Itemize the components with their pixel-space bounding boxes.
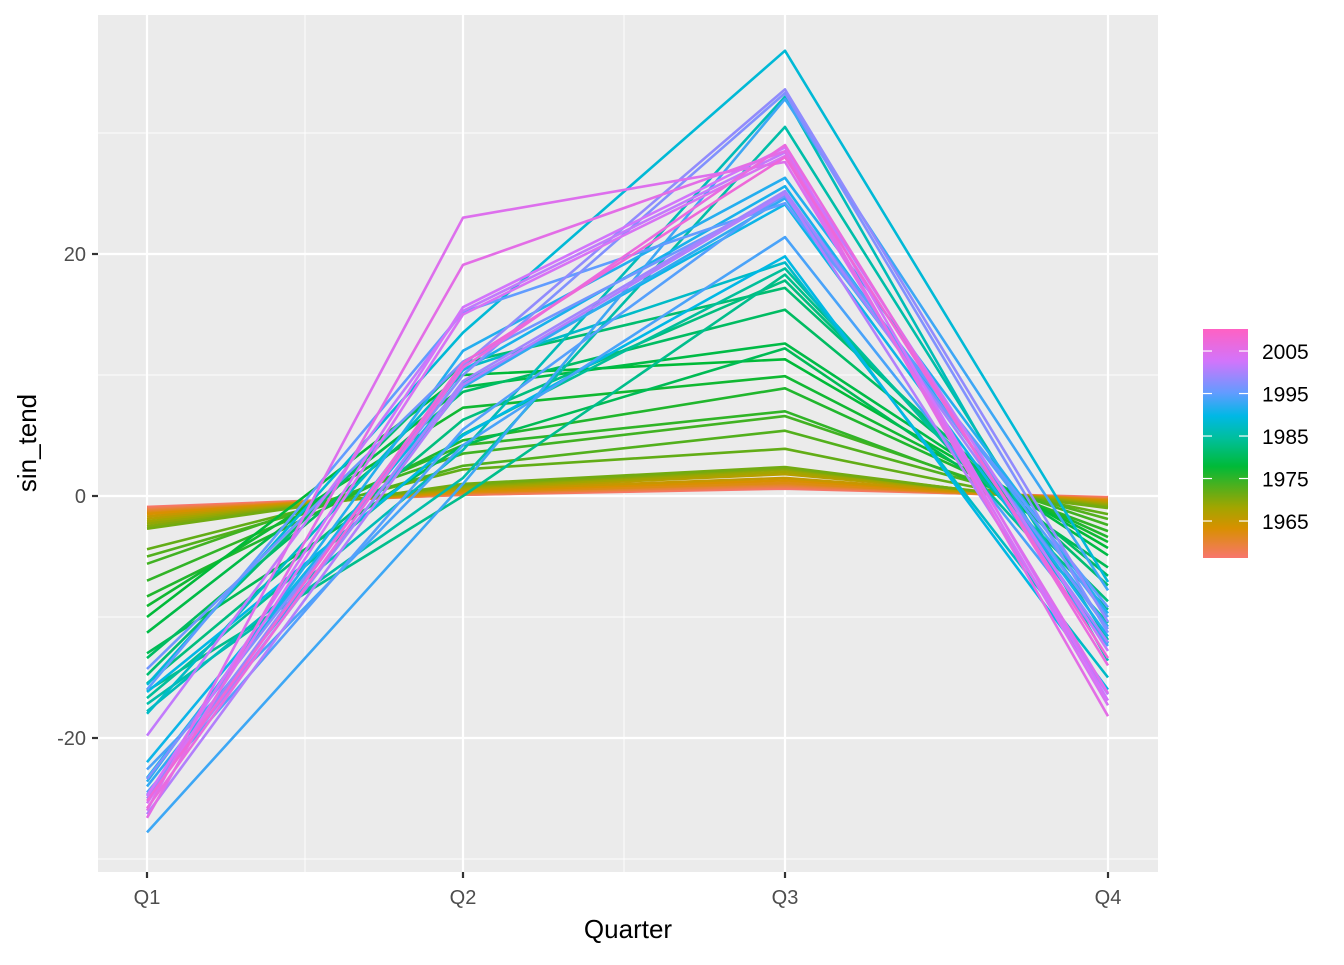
- x-axis: Q1 Q2 Q3 Q4: [134, 872, 1122, 909]
- series-line-1977: [146, 347, 1109, 655]
- series-line-1979: [146, 286, 1109, 677]
- series-line-2002: [145, 146, 1110, 797]
- series-line-2000: [145, 192, 1110, 815]
- legend-label: 1985: [1262, 426, 1309, 449]
- y-tick-label: -20: [57, 728, 86, 750]
- color-legend: 2005 1995 1985 1975 1965: [1203, 329, 1309, 558]
- data-lines: [145, 49, 1110, 834]
- y-axis-title: sin_tend: [12, 394, 42, 492]
- y-tick-label: 0: [75, 486, 86, 508]
- grid-major: [98, 15, 1158, 872]
- legend-label: 1965: [1262, 511, 1309, 534]
- series-line-1993: [146, 235, 1110, 771]
- series-line-1975: [146, 357, 1109, 619]
- x-tick-label: Q1: [134, 887, 161, 909]
- series-line-1987: [146, 255, 1110, 694]
- series-line-2006: [145, 143, 1110, 809]
- series-line-2001: [145, 151, 1110, 737]
- series-line-2003: [145, 154, 1110, 805]
- series-line-1990: [145, 176, 1110, 783]
- series-line-2007: [145, 155, 1110, 802]
- y-tick-label: 20: [64, 244, 86, 266]
- legend-label: 1975: [1262, 469, 1309, 492]
- x-tick-label: Q4: [1095, 887, 1122, 909]
- x-axis-title: Quarter: [584, 914, 672, 944]
- series-line-2004: [145, 160, 1110, 812]
- legend-label: 1995: [1262, 384, 1309, 407]
- series-line-1986: [146, 49, 1110, 686]
- x-tick-label: Q2: [450, 887, 477, 909]
- legend-colorbar: [1203, 329, 1248, 558]
- y-axis: -20 0 20: [57, 244, 98, 750]
- x-tick-label: Q3: [772, 887, 799, 909]
- series-line-1992: [146, 97, 1110, 834]
- legend-label: 2005: [1262, 341, 1309, 364]
- series-line-2005: [145, 149, 1110, 819]
- legend-ticks: 2005 1995 1985 1975 1965: [1203, 341, 1309, 534]
